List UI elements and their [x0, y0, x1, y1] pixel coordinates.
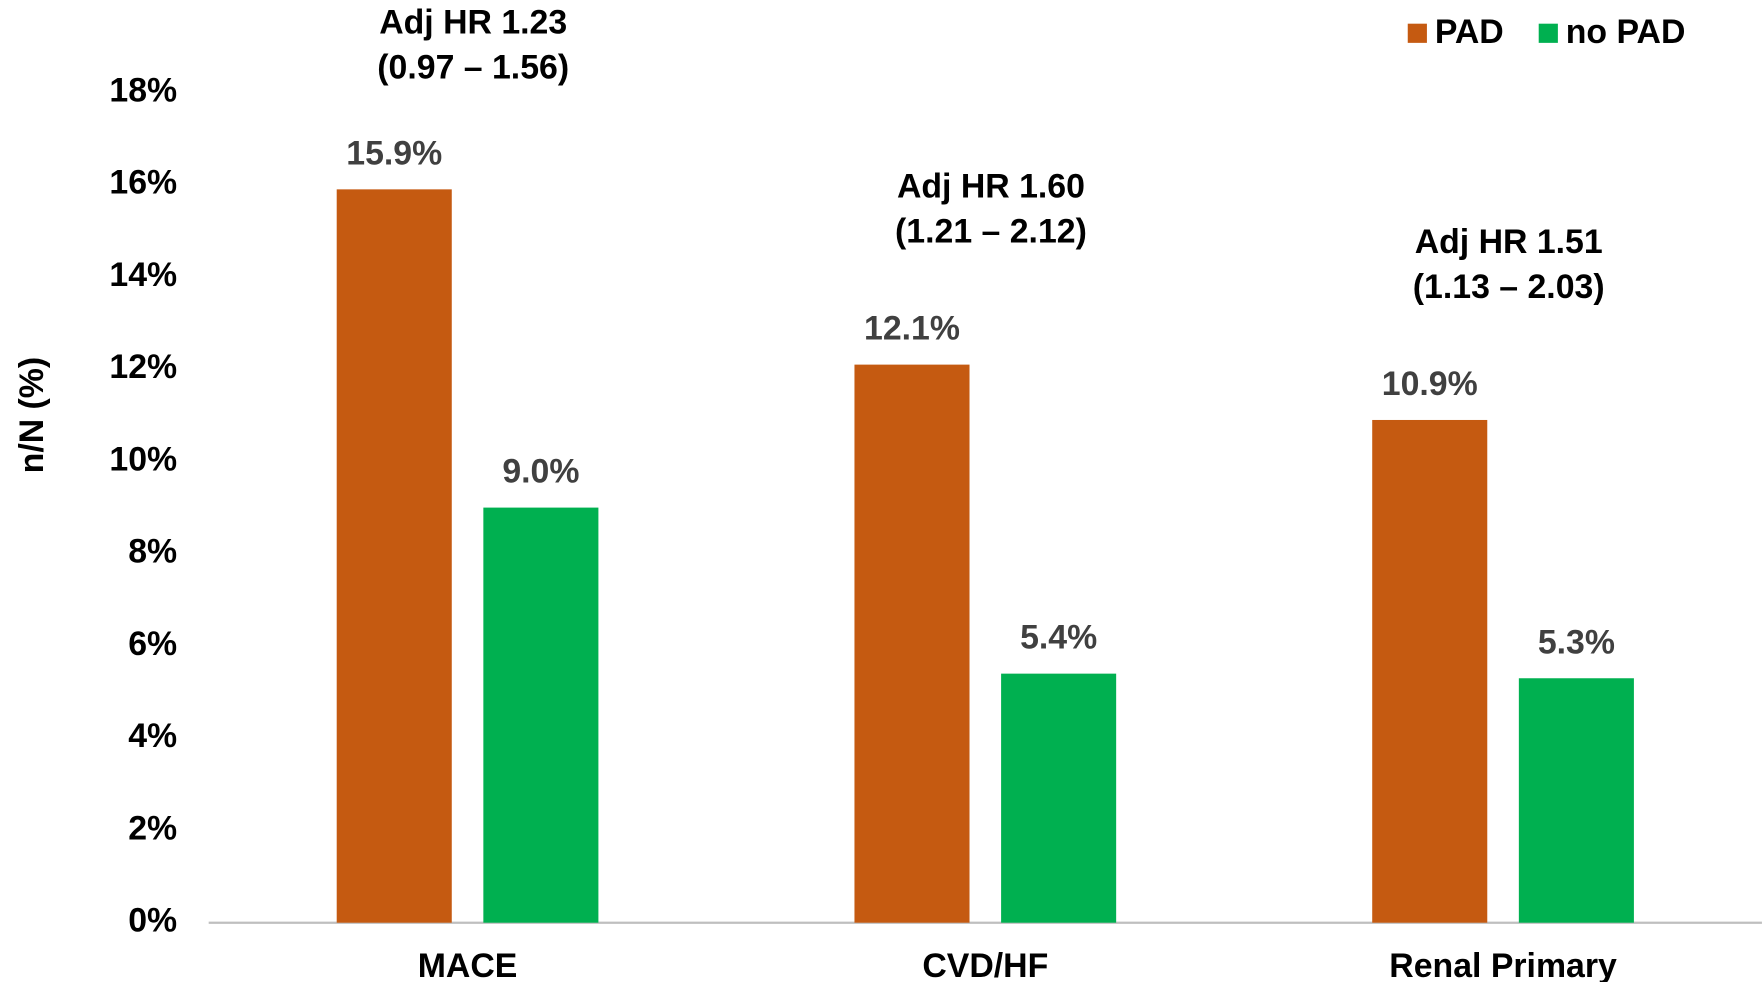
data-label: 5.3% — [1538, 623, 1615, 661]
bar — [854, 364, 970, 923]
y-tick-label: 6% — [128, 625, 177, 663]
y-tick-label: 10% — [109, 440, 177, 478]
annotation: (1.21 – 2.12) — [895, 213, 1087, 251]
y-tick-label: 12% — [109, 348, 177, 386]
legend-label: no PAD — [1566, 13, 1686, 51]
data-label: 5.4% — [1020, 619, 1097, 657]
data-label: 10.9% — [1382, 365, 1478, 403]
bar — [1372, 419, 1488, 923]
y-tick-label: 14% — [109, 256, 177, 294]
data-label: 15.9% — [346, 134, 442, 172]
x-tick-label: MACE — [418, 947, 518, 982]
legend-swatch — [1538, 23, 1558, 43]
legend-label: PAD — [1435, 13, 1504, 51]
bar — [1518, 678, 1634, 923]
y-tick-label: 4% — [128, 717, 177, 755]
y-tick-label: 2% — [128, 809, 177, 847]
annotation: (0.97 – 1.56) — [377, 49, 569, 87]
plot: n/N (%) 0% 2% 4% 6% 8% 10% 12% 14% 16% 18% MACE 15.… — [13, 4, 1762, 982]
annotation: Adj HR 1.23 — [379, 4, 567, 42]
x-tick-label: Renal Primary — [1389, 947, 1617, 982]
y-tick-label: 8% — [128, 533, 177, 571]
bar — [483, 507, 599, 923]
bar — [336, 189, 452, 923]
annotation: (1.13 – 2.03) — [1413, 268, 1605, 306]
bar — [1001, 673, 1117, 923]
annotation: Adj HR 1.60 — [897, 168, 1085, 206]
annotation: Adj HR 1.51 — [1415, 223, 1603, 261]
legend-swatch — [1407, 23, 1427, 43]
y-tick-label: 0% — [128, 902, 177, 940]
y-axis-label: n/N (%) — [13, 357, 51, 474]
x-tick-label: CVD/HF — [922, 947, 1048, 982]
data-label: 9.0% — [502, 453, 579, 491]
data-label: 12.1% — [864, 310, 960, 348]
y-tick-label: 16% — [109, 164, 177, 202]
y-tick-label: 18% — [109, 71, 177, 109]
